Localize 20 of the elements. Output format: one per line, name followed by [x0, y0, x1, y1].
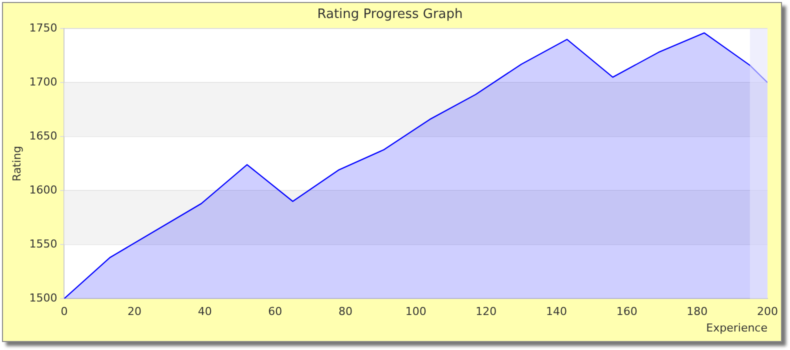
y-tick-label: 1550 [29, 237, 58, 250]
x-tick-label: 180 [686, 305, 708, 318]
x-axis-title: Experience [706, 321, 768, 334]
x-tick-label: 0 [60, 305, 68, 318]
x-tick-label: 140 [546, 305, 568, 318]
x-tick-label: 80 [338, 305, 353, 318]
y-tick-label: 1700 [29, 75, 58, 88]
y-tick-label: 1600 [29, 183, 58, 196]
x-tick-label: 160 [616, 305, 638, 318]
y-tick-label: 1500 [29, 291, 58, 304]
x-tick-label: 120 [476, 305, 497, 318]
x-tick-label: 40 [198, 305, 212, 318]
y-axis-title: Rating [10, 146, 24, 182]
x-tick-label: 20 [128, 305, 142, 318]
x-tick-label: 200 [757, 305, 778, 318]
chart-title: Rating Progress Graph [317, 7, 463, 22]
y-tick-label: 1750 [29, 21, 58, 34]
y-tick-label: 1650 [29, 129, 58, 142]
x-tick-label: 100 [405, 305, 426, 318]
x-tick-label: 60 [268, 305, 282, 318]
